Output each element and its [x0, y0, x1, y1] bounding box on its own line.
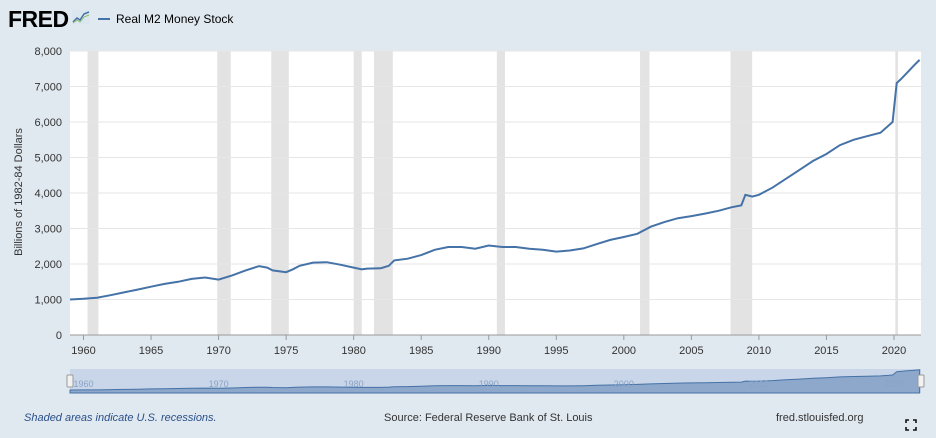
navigator-label: 2000	[614, 379, 634, 389]
navigator-label: 1980	[344, 379, 364, 389]
x-axis-ticks: 1960 1965 1970 1975 1980 1985 1990 1995 2000 2005…	[71, 335, 906, 357]
x-tick-label: 1970	[206, 345, 230, 357]
navigator-label: 1990	[479, 379, 499, 389]
navigator-handle-left[interactable]	[66, 374, 74, 388]
x-tick-label: 1975	[274, 345, 298, 357]
y-tick-label: 1,000	[34, 295, 62, 307]
y-axis-label: Billions of 1982-84 Dollars	[13, 128, 25, 256]
y-tick-label: 2,000	[34, 259, 62, 271]
navigator-label: 1960	[73, 379, 93, 389]
navigator-labels: 1960 1970 1980 1990 2000 2010 2020	[73, 379, 904, 389]
fullscreen-icon[interactable]	[905, 418, 917, 431]
x-tick-label: 1985	[409, 345, 433, 357]
y-tick-label: 8,000	[34, 46, 62, 58]
y-axis-ticks: 0 1,000 2,000 3,000 4,000 5,000 6,000 7,000 8,00…	[34, 46, 62, 342]
y-tick-label: 0	[56, 330, 62, 342]
legend-label: Real M2 Money Stock	[116, 12, 234, 26]
y-tick-label: 7,000	[34, 82, 62, 94]
chart-legend[interactable]: Real M2 Money Stock	[98, 12, 233, 26]
recession-note: Shaded areas indicate U.S. recessions.	[24, 412, 217, 424]
x-tick-label: 1965	[139, 345, 163, 357]
navigator-label: 2020	[884, 379, 904, 389]
x-tick-label: 2005	[679, 345, 703, 357]
x-tick-label: 2000	[612, 345, 636, 357]
y-tick-label: 6,000	[34, 117, 62, 129]
y-tick-label: 4,000	[34, 188, 62, 200]
fred-logo-text: FRED	[8, 5, 69, 32]
navigator-handle-right[interactable]	[917, 374, 925, 388]
x-tick-label: 1980	[341, 345, 365, 357]
fred-logo[interactable]: FRED	[8, 6, 90, 32]
x-tick-label: 2015	[814, 345, 838, 357]
navigator-background[interactable]	[70, 369, 921, 393]
grid-lines	[70, 50, 921, 336]
site-link[interactable]: fred.stlouisfed.org	[776, 412, 864, 424]
x-tick-label: 2020	[882, 345, 906, 357]
source-text: Source: Federal Reserve Bank of St. Loui…	[384, 412, 593, 424]
series-line-real-m2	[69, 59, 921, 301]
x-tick-label: 1995	[544, 345, 568, 357]
navigator-label: 1970	[209, 379, 229, 389]
x-tick-label: 1990	[477, 345, 501, 357]
y-tick-label: 3,000	[34, 224, 62, 236]
x-tick-label: 1960	[71, 345, 95, 357]
legend-swatch	[98, 18, 110, 20]
navigator-label: 2010	[749, 379, 769, 389]
fred-chart-icon	[71, 9, 90, 29]
x-tick-label: 2010	[747, 345, 771, 357]
navigator-area	[69, 369, 921, 394]
y-tick-label: 5,000	[34, 153, 62, 165]
